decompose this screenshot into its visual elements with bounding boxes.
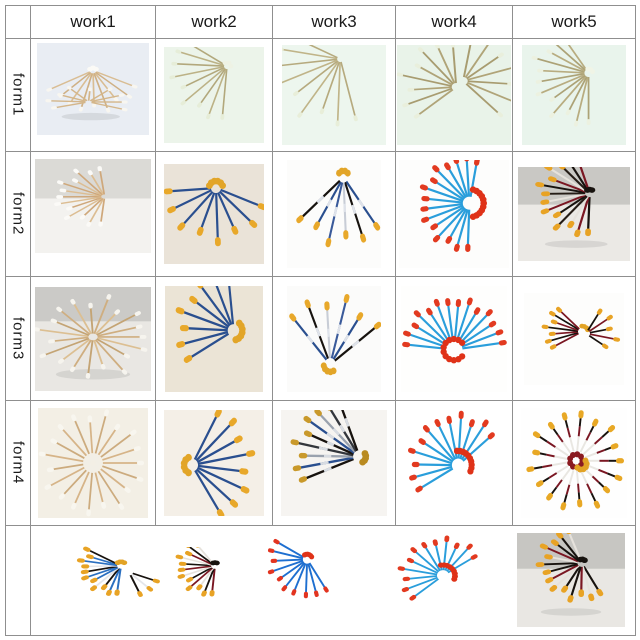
- cell-form4-work1: [31, 401, 156, 526]
- cell-form3-work5: [513, 277, 635, 401]
- sculpture-photo: [402, 408, 506, 518]
- cell-form2-work2: [156, 152, 273, 277]
- sculpture-photo: [397, 45, 511, 145]
- cell-form2-work4: [396, 152, 513, 277]
- row-header-form4: form4: [6, 401, 31, 526]
- cell-form3-work1: [31, 277, 156, 401]
- sculpture-photo: [521, 408, 627, 518]
- cell-form3-work2: [156, 277, 273, 401]
- cell-form4-work2: [156, 401, 273, 526]
- cell-form3-work3: [273, 277, 396, 401]
- row-header-form1: form1: [6, 39, 31, 152]
- sculpture-photo: [35, 159, 151, 253]
- column-header-work3: work3: [273, 6, 396, 39]
- cell-form1-work4: [396, 39, 513, 152]
- sculpture-photo: [281, 410, 387, 516]
- row-header-form1-label: form1: [9, 73, 27, 117]
- column-header-work5: work5: [513, 6, 635, 39]
- cell-form2-work5: [513, 152, 635, 277]
- gallery-item: [395, 535, 495, 623]
- cell-form1-work3: [273, 39, 396, 152]
- sculpture-photo: [287, 160, 381, 268]
- sculpture-photo: [35, 286, 151, 391]
- sculpture-photo: [287, 285, 381, 392]
- cell-form3-work4: [396, 277, 513, 401]
- bottom-row-gallery: [31, 526, 635, 635]
- row-header-form2: form2: [6, 152, 31, 277]
- cell-form4-work4: [396, 401, 513, 526]
- sculpture-photo: [37, 43, 149, 135]
- corner-cell: [6, 6, 31, 39]
- sculpture-photo: [401, 285, 507, 392]
- cell-form1-work1: [31, 39, 156, 152]
- column-header-work4: work4: [396, 6, 513, 39]
- row-header-form4-label: form4: [9, 441, 27, 485]
- gallery-item: [73, 545, 173, 625]
- cell-form4-work3: [273, 401, 396, 526]
- cell-form4-work5: [513, 401, 635, 526]
- cell-form1-work5: [513, 39, 635, 152]
- sculpture-photo: [282, 45, 386, 145]
- cell-form2-work1: [31, 152, 156, 277]
- gallery-item: [167, 547, 263, 625]
- sculpture-photo: [524, 292, 624, 385]
- row-header-bottom-empty: [6, 526, 31, 635]
- column-header-work1: work1: [31, 6, 156, 39]
- sculpture-photo: [38, 408, 148, 518]
- row-header-form3-label: form3: [9, 316, 27, 361]
- sculpture-photo: [164, 164, 264, 264]
- gallery-item: [259, 537, 345, 623]
- figure-table: work1 work2 work3 work4 work5 form1 form…: [5, 5, 636, 636]
- sculpture-photo: [522, 45, 626, 145]
- cell-form1-work2: [156, 39, 273, 152]
- cell-form2-work3: [273, 152, 396, 277]
- row-header-form3: form3: [6, 277, 31, 401]
- sculpture-photo: [165, 285, 263, 392]
- gallery-item: [517, 533, 625, 627]
- sculpture-photo: [164, 47, 264, 143]
- sculpture-photo: [399, 160, 509, 268]
- works-forms-grid: work1 work2 work3 work4 work5 form1 form…: [6, 6, 635, 635]
- sculpture-photo: [164, 410, 264, 516]
- column-header-work2: work2: [156, 6, 273, 39]
- sculpture-photo: [518, 167, 630, 261]
- row-header-form2-label: form2: [9, 192, 27, 236]
